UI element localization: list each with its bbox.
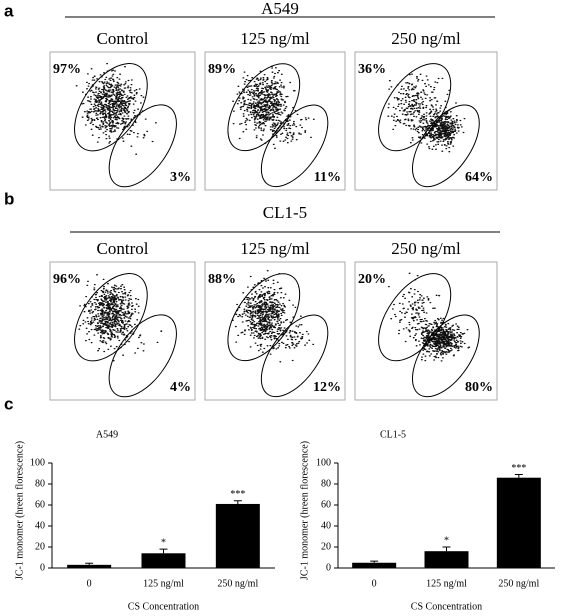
event-dots	[387, 272, 471, 362]
plot-title: Control	[97, 239, 149, 258]
y-tick-label: 40	[35, 520, 45, 531]
upper-percent: 88%	[208, 272, 236, 287]
event-dots	[387, 73, 466, 153]
plot-frame	[354, 51, 498, 191]
lower-percent: 3%	[170, 170, 191, 185]
y-tick-label: 0	[40, 562, 45, 573]
lower-percent: 4%	[170, 380, 191, 395]
gate-lower	[411, 104, 480, 188]
bar	[496, 477, 541, 568]
bar	[352, 562, 397, 568]
upper-percent: 36%	[358, 62, 386, 77]
gate-upper	[378, 273, 452, 362]
x-axis-label: CS Concentration	[411, 601, 482, 612]
significance-label: *	[161, 537, 166, 548]
y-tick-label: 60	[35, 499, 45, 510]
significance-label: *	[444, 535, 449, 546]
gate-lower	[411, 314, 480, 398]
plot-title: 125 ng/ml	[240, 29, 310, 48]
gate-upper	[74, 63, 148, 152]
upper-percent: 20%	[358, 272, 386, 287]
plot-title: 125 ng/ml	[240, 239, 310, 258]
plot-title: 250 ng/ml	[391, 29, 461, 48]
chart-title: CL1-5	[380, 429, 406, 440]
bar	[67, 564, 112, 568]
y-tick-label: 80	[35, 478, 45, 489]
gate-upper	[227, 273, 301, 362]
error-bar	[233, 500, 242, 504]
y-tick-label: 80	[321, 478, 331, 489]
significance-label: ***	[511, 463, 526, 474]
plot-frame	[49, 261, 196, 401]
error-bar	[370, 560, 379, 563]
plot-frame	[204, 261, 346, 401]
plot-title: 250 ng/ml	[391, 239, 461, 258]
gate-lower	[260, 104, 329, 188]
error-bar	[514, 474, 523, 478]
plot-frame	[49, 51, 196, 191]
plot-frame	[354, 261, 498, 401]
x-tick-label: 125 ng/ml	[426, 578, 467, 589]
gate-upper	[378, 63, 452, 152]
gate-upper	[227, 63, 301, 152]
y-tick-label: 20	[35, 541, 45, 552]
y-tick-label: 20	[321, 541, 331, 552]
error-bar	[85, 562, 94, 565]
bar	[215, 503, 260, 568]
y-tick-label: 0	[326, 562, 331, 573]
upper-percent: 97%	[53, 62, 81, 77]
gate-upper	[74, 273, 148, 362]
y-tick-label: 100	[316, 457, 331, 468]
bar	[141, 553, 186, 568]
panel-label: a	[4, 1, 14, 20]
gate-lower	[108, 104, 177, 188]
event-dots	[75, 62, 157, 155]
lower-percent: 80%	[465, 380, 493, 395]
x-tick-label: 125 ng/ml	[143, 578, 184, 589]
lower-percent: 12%	[313, 380, 341, 395]
panel-label: c	[4, 394, 13, 413]
plot-title: Control	[97, 29, 149, 48]
y-tick-label: 40	[321, 520, 331, 531]
event-dots	[78, 274, 163, 362]
lower-percent: 64%	[465, 170, 493, 185]
gate-lower	[260, 314, 329, 398]
error-bar	[442, 546, 451, 552]
y-tick-label: 60	[321, 499, 331, 510]
lower-percent: 11%	[314, 170, 341, 185]
x-tick-label: 0	[372, 578, 377, 589]
x-tick-label: 250 ng/ml	[217, 578, 258, 589]
x-tick-label: 250 ng/ml	[498, 578, 539, 589]
y-tick-label: 100	[30, 457, 45, 468]
event-dots	[231, 270, 315, 363]
y-axis-label: JC-1 monomer (hreen florescence)	[299, 441, 310, 580]
y-axis-label: JC-1 monomer (hreen florescence)	[14, 441, 25, 580]
upper-percent: 89%	[208, 62, 236, 77]
panel-title: CL1-5	[263, 203, 307, 222]
x-tick-label: 0	[87, 578, 92, 589]
plot-frame	[204, 51, 346, 191]
panel-title: A549	[261, 0, 299, 18]
error-bar	[159, 548, 168, 554]
gate-lower	[108, 314, 177, 398]
chart-title: A549	[96, 429, 118, 440]
x-axis-label: CS Concentration	[128, 601, 199, 612]
panel-label: b	[4, 189, 14, 208]
upper-percent: 96%	[53, 272, 81, 287]
bar	[424, 551, 469, 568]
significance-label: ***	[230, 489, 245, 500]
